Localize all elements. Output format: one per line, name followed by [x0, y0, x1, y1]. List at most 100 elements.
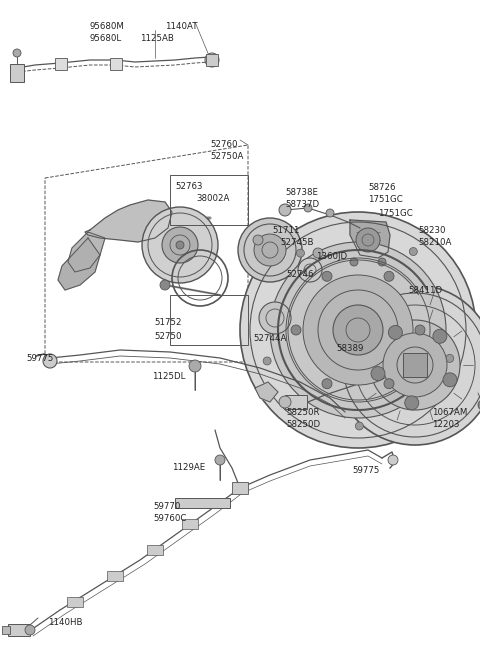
- Text: 1067AM: 1067AM: [432, 408, 468, 417]
- Circle shape: [189, 360, 201, 372]
- Text: 52744A: 52744A: [253, 334, 287, 343]
- Circle shape: [322, 379, 332, 389]
- Circle shape: [13, 49, 21, 57]
- Circle shape: [378, 258, 386, 266]
- Text: 51752: 51752: [154, 318, 181, 327]
- Text: 1751GC: 1751GC: [368, 195, 403, 204]
- Circle shape: [176, 241, 184, 249]
- Polygon shape: [255, 382, 278, 402]
- Circle shape: [433, 330, 447, 343]
- Text: 52760: 52760: [210, 140, 238, 149]
- Circle shape: [238, 218, 302, 282]
- Bar: [232, 482, 248, 494]
- Circle shape: [335, 285, 480, 445]
- Bar: [206, 54, 218, 66]
- Circle shape: [326, 209, 334, 217]
- Circle shape: [405, 396, 419, 410]
- Circle shape: [371, 366, 385, 381]
- Circle shape: [142, 207, 218, 283]
- Bar: [110, 58, 122, 70]
- Circle shape: [322, 272, 332, 281]
- Polygon shape: [85, 200, 172, 242]
- Circle shape: [356, 228, 380, 252]
- Circle shape: [384, 272, 394, 281]
- Text: 52745B: 52745B: [280, 238, 313, 247]
- Text: 1360JD: 1360JD: [316, 252, 347, 261]
- Text: 58738E: 58738E: [285, 188, 318, 197]
- Circle shape: [415, 325, 425, 335]
- Text: 58737D: 58737D: [285, 200, 319, 209]
- Polygon shape: [58, 238, 100, 290]
- Bar: [175, 498, 230, 508]
- Bar: [55, 58, 67, 70]
- Circle shape: [254, 234, 286, 266]
- Circle shape: [240, 212, 476, 448]
- Circle shape: [444, 376, 452, 384]
- Circle shape: [446, 355, 454, 362]
- Text: 51711: 51711: [272, 226, 300, 235]
- Text: 52750: 52750: [154, 332, 181, 341]
- Circle shape: [205, 53, 219, 67]
- Text: 1140HB: 1140HB: [48, 618, 83, 627]
- Circle shape: [298, 258, 322, 282]
- Text: 12203: 12203: [432, 420, 459, 429]
- Circle shape: [160, 280, 170, 290]
- Text: 52750A: 52750A: [210, 152, 243, 161]
- Circle shape: [313, 248, 323, 258]
- Circle shape: [25, 625, 35, 635]
- Circle shape: [333, 305, 383, 355]
- Circle shape: [388, 455, 398, 465]
- Text: 58250R: 58250R: [286, 408, 320, 417]
- Text: 58411D: 58411D: [408, 286, 442, 295]
- Bar: [147, 545, 163, 555]
- Circle shape: [383, 333, 447, 397]
- Circle shape: [263, 357, 271, 365]
- Text: 58389: 58389: [336, 344, 363, 353]
- Bar: [8, 624, 30, 636]
- Text: 58230: 58230: [418, 226, 445, 235]
- Circle shape: [478, 400, 480, 410]
- Text: 59760C: 59760C: [153, 514, 186, 523]
- Bar: [2, 626, 10, 634]
- Circle shape: [291, 325, 301, 335]
- Bar: [285, 395, 307, 409]
- Bar: [182, 519, 198, 529]
- Circle shape: [388, 326, 402, 339]
- Text: 95680L: 95680L: [90, 34, 122, 43]
- Bar: [67, 597, 83, 607]
- Bar: [170, 295, 248, 345]
- Polygon shape: [68, 232, 105, 272]
- Circle shape: [270, 242, 446, 418]
- Text: 38002A: 38002A: [196, 194, 229, 203]
- Circle shape: [253, 235, 263, 245]
- Text: 59775: 59775: [26, 354, 53, 363]
- Text: 1125DL: 1125DL: [152, 372, 185, 381]
- Text: 95680M: 95680M: [90, 22, 125, 31]
- Bar: [170, 175, 248, 225]
- Circle shape: [355, 422, 363, 430]
- Bar: [10, 64, 24, 82]
- Circle shape: [297, 249, 304, 257]
- Text: 52763: 52763: [175, 182, 203, 191]
- Text: 59775: 59775: [352, 466, 379, 475]
- Circle shape: [43, 354, 57, 368]
- Circle shape: [370, 320, 460, 410]
- Circle shape: [409, 248, 417, 256]
- Text: 1140AT: 1140AT: [165, 22, 197, 31]
- Text: 58250D: 58250D: [286, 420, 320, 429]
- Polygon shape: [350, 220, 390, 258]
- Circle shape: [162, 227, 198, 263]
- Circle shape: [304, 204, 312, 212]
- Text: 58726: 58726: [368, 183, 396, 192]
- Circle shape: [279, 396, 291, 408]
- Circle shape: [259, 302, 291, 334]
- Text: 58210A: 58210A: [418, 238, 451, 247]
- Bar: [107, 571, 123, 581]
- Circle shape: [350, 258, 358, 266]
- Text: 1125AB: 1125AB: [140, 34, 174, 43]
- Text: 52746: 52746: [286, 270, 313, 279]
- Text: 1129AE: 1129AE: [172, 463, 205, 472]
- Bar: [403, 353, 427, 377]
- Text: 59770: 59770: [153, 502, 180, 511]
- Circle shape: [384, 379, 394, 389]
